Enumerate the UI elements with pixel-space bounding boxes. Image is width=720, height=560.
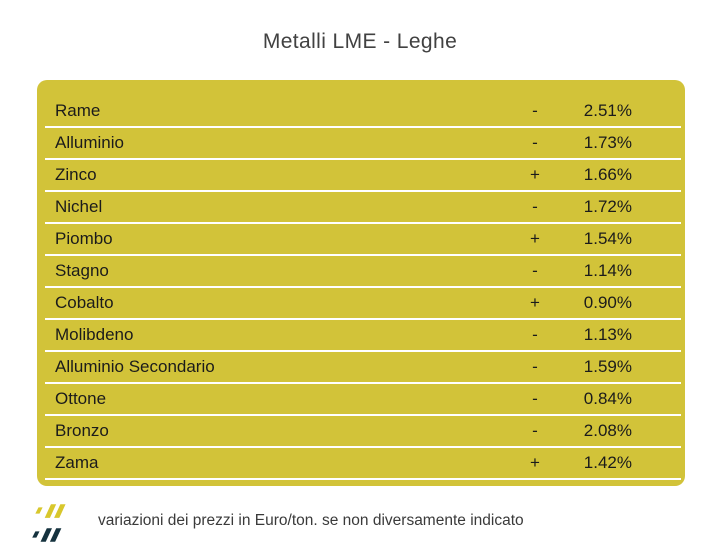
change-sign: + <box>530 453 540 472</box>
change-sign: - <box>532 389 538 408</box>
row-divider <box>45 478 681 480</box>
table-row: Nichel - 1.72% <box>37 192 685 222</box>
metal-name: Cobalto <box>55 293 114 312</box>
row-divider <box>45 190 681 192</box>
row-divider <box>45 382 681 384</box>
metal-name: Alluminio <box>55 133 124 152</box>
change-value: 1.73% <box>583 133 632 152</box>
metal-name: Nichel <box>55 197 103 216</box>
change-value: 1.72% <box>583 197 632 216</box>
change-value: 1.59% <box>583 357 632 376</box>
row-divider <box>45 446 681 448</box>
table-row: Alluminio - 1.73% <box>37 128 685 158</box>
change-value: 1.13% <box>583 325 632 344</box>
row-divider <box>45 318 681 320</box>
change-value: 1.66% <box>583 165 632 184</box>
change-value: 2.51% <box>583 101 632 120</box>
change-value: 1.42% <box>583 453 632 472</box>
metal-name: Molibdeno <box>55 325 134 344</box>
change-sign: + <box>530 293 540 312</box>
row-divider <box>45 254 681 256</box>
table-row: Alluminio Secondario - 1.59% <box>37 352 685 382</box>
change-sign: - <box>532 421 538 440</box>
metals-table: Rame - 2.51% Alluminio - 1.73% Zinco + 1… <box>37 80 685 486</box>
table-row: Piombo + 1.54% <box>37 224 685 254</box>
change-value: 2.08% <box>583 421 632 440</box>
footer: variazioni dei prezzi in Euro/ton. se no… <box>31 497 524 547</box>
row-divider <box>45 286 681 288</box>
change-sign: - <box>532 133 538 152</box>
table-row: Molibdeno - 1.13% <box>37 320 685 350</box>
change-sign: - <box>532 261 538 280</box>
row-divider <box>45 350 681 352</box>
metal-name: Rame <box>55 101 101 120</box>
table-row: Bronzo - 2.08% <box>37 416 685 446</box>
change-sign: - <box>532 325 538 344</box>
change-sign: - <box>532 357 538 376</box>
page-title: Metalli LME - Leghe <box>262 30 458 53</box>
change-sign: + <box>530 229 540 248</box>
metal-name: Ottone <box>55 389 107 408</box>
change-sign: - <box>532 197 538 216</box>
change-sign: - <box>532 101 538 120</box>
row-divider <box>45 126 681 128</box>
row-divider <box>45 222 681 224</box>
table-row: Cobalto + 0.90% <box>37 288 685 318</box>
table-row: Rame - 2.51% <box>37 96 685 126</box>
row-divider <box>45 414 681 416</box>
change-value: 0.90% <box>583 293 632 312</box>
table-row: Zama + 1.42% <box>37 448 685 478</box>
metal-name: Zinco <box>55 165 97 184</box>
change-value: 1.14% <box>583 261 632 280</box>
metal-name: Alluminio Secondario <box>55 357 215 376</box>
metal-name: Piombo <box>55 229 113 248</box>
change-value: 0.84% <box>583 389 632 408</box>
slashes-logo-icon <box>32 504 66 542</box>
metal-name: Stagno <box>55 261 109 280</box>
change-sign: + <box>530 165 540 184</box>
table-row: Stagno - 1.14% <box>37 256 685 286</box>
table-row: Zinco + 1.66% <box>37 160 685 190</box>
metal-name: Zama <box>55 453 99 472</box>
metal-name: Bronzo <box>55 421 109 440</box>
table-row: Ottone - 0.84% <box>37 384 685 414</box>
row-divider <box>45 158 681 160</box>
footer-note: variazioni dei prezzi in Euro/ton. se no… <box>98 512 524 529</box>
change-value: 1.54% <box>583 229 632 248</box>
